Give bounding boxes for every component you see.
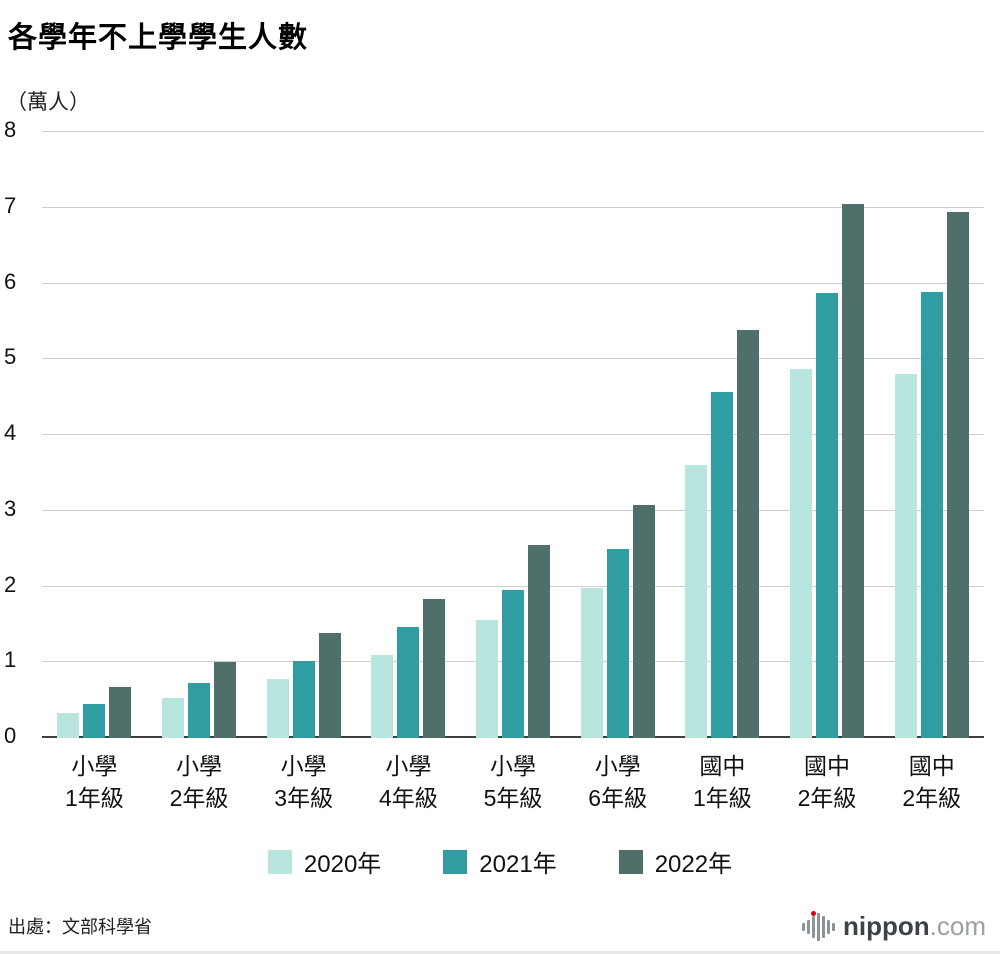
- logo-tld: .com: [929, 911, 986, 941]
- bar-2021年-group-8: [816, 292, 839, 738]
- x-tick-label-8: 國中 2年級: [797, 753, 857, 812]
- bar-2022年-group-9: [946, 211, 969, 738]
- bar-2020年-group-6: [580, 588, 603, 738]
- legend-item-2021年: 2021年: [443, 844, 557, 879]
- legend-swatch-2020年: [267, 849, 292, 874]
- x-axis-labels: 小學 1年級 小學 2年級 小學 3年級 小學 4年級 小學 5年級 小學 6年級 國中 1…: [42, 750, 984, 814]
- footer: 出處：文部科學省 nippon.com: [0, 911, 1000, 941]
- plot-area: 0 1 2 3 4 5 6 7 8: [4, 117, 984, 748]
- gridline: 5: [4, 344, 984, 369]
- legend-swatch-2021年: [443, 849, 468, 874]
- y-tick-label: 1: [4, 647, 17, 673]
- bar-2022年-group-4: [423, 599, 446, 738]
- bar-group-6: [565, 132, 670, 738]
- bar-group-8: [775, 132, 880, 738]
- bar-group-4: [356, 132, 461, 738]
- bar-2021年-group-7: [711, 391, 734, 738]
- logo-brand: nippon: [843, 911, 930, 941]
- gridline: 6: [4, 269, 984, 294]
- bar-group-7: [670, 132, 775, 738]
- bar-group-1: [42, 132, 147, 738]
- bar-2020年-group-1: [57, 713, 80, 738]
- bar-group-3: [251, 132, 356, 738]
- bar-2020年-group-8: [790, 369, 813, 738]
- x-tick-label-5: 小學 5年級: [483, 753, 543, 812]
- x-tick-label-6: 小學 6年級: [588, 753, 648, 812]
- legend-swatch-2022年: [618, 849, 643, 874]
- legend-item-2022年: 2022年: [618, 844, 733, 879]
- bar-2020年-group-5: [476, 619, 499, 738]
- bar-2022年-group-6: [632, 504, 655, 738]
- legend-label: 2021年: [479, 851, 557, 879]
- nippon-logo: nippon.com: [802, 911, 986, 941]
- bar-group-9: [879, 132, 984, 738]
- x-tick-label-9: 國中 2年級: [902, 753, 962, 812]
- bar-2021年-group-3: [292, 660, 315, 738]
- bar-2020年-group-9: [894, 374, 917, 738]
- nippon-logo-text: nippon.com: [843, 913, 986, 939]
- bar-2021年-group-6: [606, 548, 629, 738]
- gridline: 2: [4, 572, 984, 597]
- nippon-logo-icon: [802, 911, 836, 941]
- y-tick-label: 3: [4, 495, 17, 521]
- y-tick-label: 5: [4, 344, 17, 370]
- y-tick-label: 0: [4, 723, 17, 748]
- bar-2022年-group-3: [318, 633, 341, 738]
- x-tick-label-1: 小學 1年級: [64, 753, 124, 812]
- y-tick-label: 6: [4, 268, 17, 294]
- legend-item-2020年: 2020年: [267, 844, 382, 879]
- x-tick-label-3: 小學 3年級: [274, 753, 334, 812]
- bar-2022年-group-2: [214, 662, 236, 738]
- chart: 0 1 2 3 4 5 6 7 8: [4, 117, 984, 748]
- x-tick-label-4: 小學 4年級: [378, 753, 438, 812]
- bar-2020年-group-3: [266, 678, 289, 738]
- legend-label: 2022年: [654, 851, 733, 879]
- bar-2020年-group-4: [371, 654, 394, 738]
- bar-2022年-group-8: [842, 203, 865, 738]
- y-tick-label: 2: [4, 571, 17, 597]
- bar-2020年-group-2: [162, 697, 184, 738]
- bar-group-2: [147, 132, 252, 738]
- gridline: 8: [4, 117, 984, 142]
- gridline: 3: [4, 496, 984, 521]
- bar-group-5: [461, 132, 566, 738]
- y-tick-label: 8: [4, 117, 17, 142]
- bar-groups: [42, 132, 984, 738]
- gridline: 7: [4, 193, 984, 218]
- chart-title: 各學年不上學學生人數: [8, 22, 309, 54]
- bar-2022年-group-5: [528, 544, 551, 738]
- bar-2021年-group-1: [83, 703, 106, 738]
- legend-label: 2020年: [303, 851, 382, 879]
- source-note: 出處：文部科學省: [8, 917, 152, 937]
- bar-2021年-group-4: [397, 627, 420, 738]
- legend: 2020年 2021年 2022年: [0, 844, 1000, 879]
- bar-2021年-group-9: [920, 291, 943, 738]
- gridline: 4: [4, 420, 984, 445]
- y-axis-unit-label: （萬人）: [6, 91, 90, 114]
- y-tick-label: 7: [4, 192, 17, 218]
- x-tick-label-7: 國中 1年級: [692, 753, 752, 812]
- bar-2022年-group-1: [109, 687, 132, 738]
- bar-2022年-group-7: [737, 330, 760, 738]
- red-dot-icon: [811, 911, 817, 916]
- bar-2021年-group-2: [188, 683, 210, 738]
- y-tick-label: 4: [4, 420, 17, 445]
- bar-2021年-group-5: [502, 589, 525, 738]
- x-tick-label-2: 小學 2年級: [169, 753, 229, 812]
- bar-2020年-group-7: [685, 465, 708, 738]
